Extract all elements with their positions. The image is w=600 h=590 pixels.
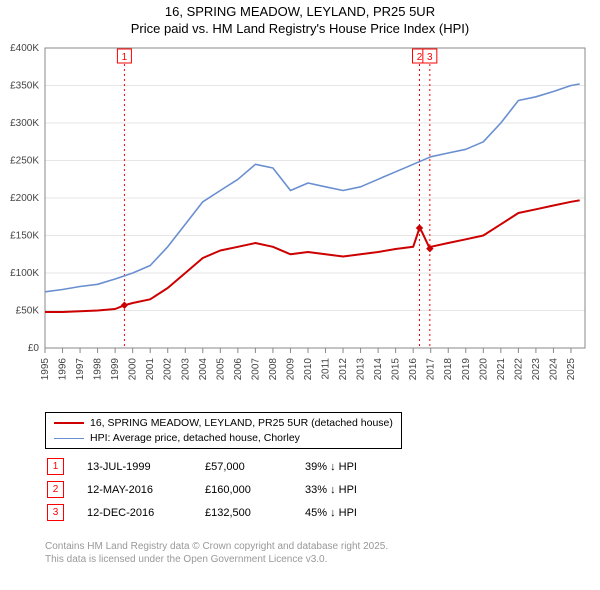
- svg-text:1995: 1995: [40, 358, 51, 381]
- svg-text:1998: 1998: [93, 358, 104, 381]
- svg-text:2018: 2018: [443, 358, 454, 381]
- legend: 16, SPRING MEADOW, LEYLAND, PR25 5UR (de…: [45, 412, 402, 449]
- svg-text:2: 2: [417, 52, 423, 63]
- legend-label: 16, SPRING MEADOW, LEYLAND, PR25 5UR (de…: [90, 416, 393, 431]
- svg-text:2022: 2022: [513, 358, 524, 381]
- sale-delta: 33% ↓ HPI: [305, 479, 395, 500]
- footer-line2: This data is licensed under the Open Gov…: [45, 553, 388, 566]
- svg-text:1999: 1999: [110, 358, 121, 381]
- title-line2: Price paid vs. HM Land Registry's House …: [0, 21, 600, 38]
- svg-text:£350K: £350K: [10, 81, 39, 92]
- svg-text:£400K: £400K: [10, 43, 39, 54]
- svg-text:2002: 2002: [163, 358, 174, 381]
- footer-line1: Contains HM Land Registry data © Crown c…: [45, 540, 388, 553]
- flag-badge: 1: [47, 458, 64, 475]
- sale-delta: 45% ↓ HPI: [305, 502, 395, 523]
- svg-text:2014: 2014: [373, 358, 384, 381]
- legend-item: HPI: Average price, detached house, Chor…: [54, 431, 393, 446]
- legend-label: HPI: Average price, detached house, Chor…: [90, 431, 300, 446]
- svg-text:2013: 2013: [356, 358, 367, 381]
- svg-text:2003: 2003: [180, 358, 191, 381]
- flag-badge: 3: [47, 504, 64, 521]
- flag-badge: 2: [47, 481, 64, 498]
- svg-text:2012: 2012: [338, 358, 349, 381]
- svg-text:2005: 2005: [215, 358, 226, 381]
- svg-text:2016: 2016: [408, 358, 419, 381]
- svg-text:2004: 2004: [198, 358, 209, 381]
- sale-delta: 39% ↓ HPI: [305, 456, 395, 477]
- svg-text:£100K: £100K: [10, 268, 39, 279]
- sale-price: £57,000: [205, 456, 303, 477]
- svg-text:3: 3: [427, 52, 433, 63]
- svg-text:£250K: £250K: [10, 156, 39, 167]
- sale-price: £132,500: [205, 502, 303, 523]
- sales-table: 1 13-JUL-1999£57,00039% ↓ HPI 2 12-MAY-2016…: [45, 454, 397, 525]
- svg-text:2010: 2010: [303, 358, 314, 381]
- svg-text:2007: 2007: [250, 358, 261, 381]
- sale-price: £160,000: [205, 479, 303, 500]
- svg-text:2006: 2006: [233, 358, 244, 381]
- svg-text:2019: 2019: [461, 358, 472, 381]
- svg-text:1996: 1996: [58, 358, 69, 381]
- sale-date: 12-MAY-2016: [87, 479, 203, 500]
- sales-row: 3 12-DEC-2016£132,50045% ↓ HPI: [47, 502, 395, 523]
- title-line1: 16, SPRING MEADOW, LEYLAND, PR25 5UR: [0, 4, 600, 21]
- sales-row: 2 12-MAY-2016£160,00033% ↓ HPI: [47, 479, 395, 500]
- svg-text:2008: 2008: [268, 358, 279, 381]
- svg-text:2023: 2023: [531, 358, 542, 381]
- svg-text:2009: 2009: [285, 358, 296, 381]
- svg-text:£300K: £300K: [10, 118, 39, 129]
- svg-text:2001: 2001: [145, 358, 156, 381]
- svg-text:2015: 2015: [391, 358, 402, 381]
- svg-text:2011: 2011: [321, 358, 332, 380]
- footer-attribution: Contains HM Land Registry data © Crown c…: [45, 540, 388, 566]
- svg-text:£0: £0: [28, 343, 40, 354]
- chart-title: 16, SPRING MEADOW, LEYLAND, PR25 5UR Pri…: [0, 0, 600, 38]
- legend-swatch: [54, 438, 84, 439]
- svg-text:1997: 1997: [75, 358, 86, 381]
- svg-text:2000: 2000: [128, 358, 139, 381]
- svg-text:2025: 2025: [566, 358, 577, 381]
- svg-text:2021: 2021: [496, 358, 507, 381]
- svg-text:2024: 2024: [548, 358, 559, 381]
- svg-text:£200K: £200K: [10, 193, 39, 204]
- svg-text:£50K: £50K: [16, 306, 40, 317]
- svg-text:1: 1: [122, 52, 128, 63]
- price-chart: £0 £50K £100K £150K £200K £250K £300K £350K £400…: [0, 40, 600, 400]
- svg-text:£150K: £150K: [10, 231, 39, 242]
- legend-item: 16, SPRING MEADOW, LEYLAND, PR25 5UR (de…: [54, 416, 393, 431]
- svg-text:2020: 2020: [478, 358, 489, 381]
- sale-date: 13-JUL-1999: [87, 456, 203, 477]
- sale-date: 12-DEC-2016: [87, 502, 203, 523]
- sales-row: 1 13-JUL-1999£57,00039% ↓ HPI: [47, 456, 395, 477]
- svg-text:2017: 2017: [426, 358, 437, 381]
- legend-swatch: [54, 422, 84, 424]
